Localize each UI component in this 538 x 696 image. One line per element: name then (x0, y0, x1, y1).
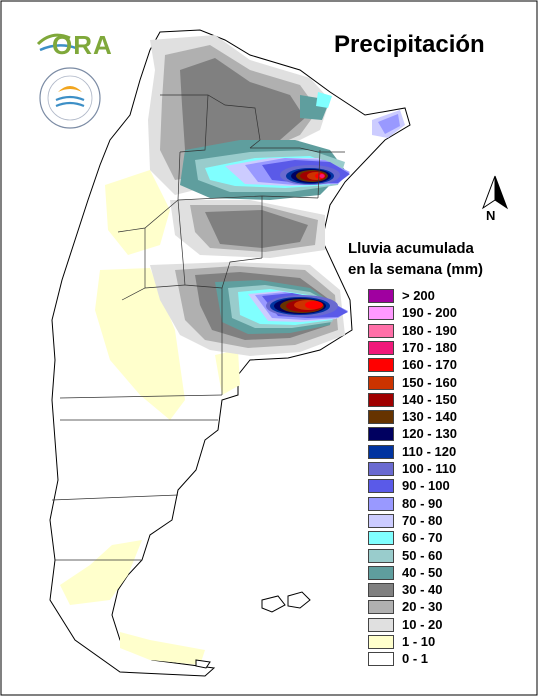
legend-title-line2: en la semana (mm) (348, 261, 484, 278)
legend-swatch (368, 306, 394, 321)
legend-swatch (368, 600, 394, 615)
legend-item: 60 - 70 (368, 530, 508, 548)
legend-swatch (368, 323, 394, 338)
legend-item: 50 - 60 (368, 548, 508, 566)
legend-label: 40 - 50 (402, 564, 443, 580)
legend-item: 190 - 200 (368, 305, 508, 323)
north-label: N (486, 208, 496, 223)
legend-item: 120 - 130 (368, 426, 508, 444)
legend-swatch (368, 392, 394, 407)
legend-label: 140 - 150 (402, 391, 457, 407)
legend-swatch (368, 375, 394, 390)
legend-item: 170 - 180 (368, 340, 508, 358)
legend-label: 80 - 90 (402, 495, 443, 511)
legend-label: 1 - 10 (402, 634, 436, 649)
ora-logo-text: ORA (52, 30, 113, 60)
legend-label: 100 - 110 (402, 461, 457, 476)
legend-swatch (368, 531, 394, 546)
legend-swatch (368, 340, 394, 355)
legend-swatch (368, 565, 394, 580)
legend-label: 70 - 80 (402, 512, 443, 528)
legend-swatch (368, 652, 394, 667)
legend-label: 130 - 140 (402, 409, 457, 425)
map-title: Precipitación (334, 31, 485, 58)
legend-label: 0 - 1 (402, 651, 429, 667)
legend-item: 70 - 80 (368, 513, 508, 531)
legend-item: 110 - 120 (368, 444, 508, 462)
legend-label: 190 - 200 (402, 305, 457, 321)
north-arrow-icon (481, 175, 509, 210)
legend-item: 90 - 100 (368, 478, 508, 496)
legend-label: 50 - 60 (402, 547, 443, 563)
ora-logo-icon (36, 33, 77, 52)
legend-swatch (368, 462, 394, 476)
legend-swatch (368, 410, 394, 425)
legend-swatch (368, 427, 394, 442)
legend-swatch (368, 548, 394, 563)
legend-swatch (368, 358, 394, 373)
legend-label: 60 - 70 (402, 530, 443, 546)
legend-swatch (368, 479, 394, 494)
legend-swatch (368, 496, 394, 511)
legend-label: 150 - 160 (402, 374, 457, 390)
legend-swatch (368, 444, 394, 459)
legend-swatch (368, 289, 394, 303)
legend-label: 90 - 100 (402, 478, 450, 494)
rain-170-180 (319, 174, 325, 178)
legend-item: 130 - 140 (368, 409, 508, 427)
legend-label: 180 - 190 (402, 322, 457, 338)
legend-label: 120 - 130 (402, 426, 457, 442)
legend-label: 160 - 170 (402, 357, 457, 373)
legend-title-line1: Lluvia acumulada (348, 240, 474, 257)
legend-item: 0 - 1 (368, 651, 508, 669)
legend-item: 30 - 40 (368, 582, 508, 600)
legend-item: 20 - 30 (368, 599, 508, 617)
legend-item: 10 - 20 (368, 617, 508, 635)
smn-seal-icon (39, 67, 101, 129)
legend-item: 160 - 170 (368, 357, 508, 375)
legend-item: > 200 (368, 288, 508, 306)
province-borders (51, 94, 345, 561)
legend-swatch (368, 583, 394, 598)
rain-1-10 (60, 170, 240, 665)
legend-item: 40 - 50 (368, 565, 508, 583)
malvinas-islands (195, 591, 311, 669)
legend-item: 140 - 150 (368, 392, 508, 410)
legend-label: > 200 (402, 288, 435, 303)
legend-label: 110 - 120 (402, 443, 457, 459)
legend-swatch (368, 617, 394, 632)
legend-label: 30 - 40 (402, 582, 443, 598)
legend-item: 180 - 190 (368, 323, 508, 341)
legend-swatch (368, 635, 394, 649)
legend-item: 100 - 110 (368, 461, 508, 479)
legend-label: 10 - 20 (402, 616, 443, 632)
legend-swatch (368, 513, 394, 528)
legend-label: 20 - 30 (402, 599, 443, 615)
legend-item: 1 - 10 (368, 634, 508, 652)
legend-title: Lluvia acumulada en la semana (mm) (348, 238, 528, 280)
legend-item: 150 - 160 (368, 375, 508, 393)
legend-label: 170 - 180 (402, 339, 457, 355)
legend-item: 80 - 90 (368, 496, 508, 514)
